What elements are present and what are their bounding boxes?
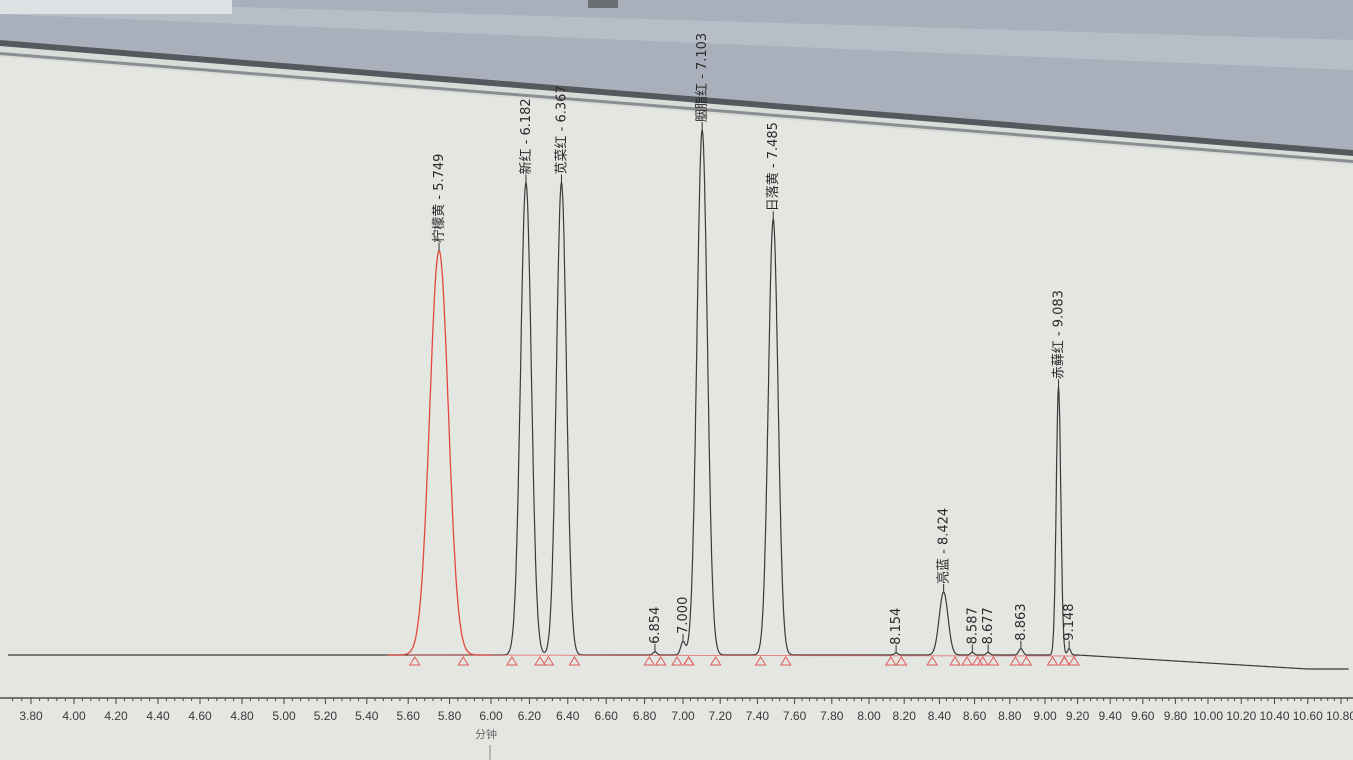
peak-label: 柠檬黄 - 5.749 <box>432 154 447 243</box>
integration-marker <box>682 656 695 666</box>
x-tick-label: 5.60 <box>397 709 421 723</box>
x-tick-label: 7.40 <box>746 709 770 723</box>
x-tick-label: 10.40 <box>1259 709 1289 723</box>
integration-marker <box>1020 656 1033 666</box>
peak-label: 赤藓红 - 9.083 <box>1051 290 1067 379</box>
peak-label: 8.587 <box>965 607 980 644</box>
frame-border-inner <box>0 52 1353 163</box>
x-tick-label: 4.60 <box>188 709 212 723</box>
x-tick-label: 9.60 <box>1131 709 1155 723</box>
peak-label: 9.148 <box>1062 603 1077 640</box>
x-tick-label: 3.80 <box>19 709 43 723</box>
x-tick-label: 7.20 <box>709 709 733 723</box>
peak-label: 新红 - 6.182 <box>518 98 534 174</box>
integration-marker <box>542 656 555 666</box>
integration-marker <box>534 656 546 666</box>
integration-marker <box>671 656 683 666</box>
x-tick-label: 10.80 <box>1326 709 1353 723</box>
x-tick-label: 5.40 <box>355 709 379 723</box>
x-tick-label: 7.00 <box>671 709 695 723</box>
integration-marks <box>408 654 1080 666</box>
integration-marker <box>884 656 897 666</box>
x-tick-label: 10.20 <box>1226 709 1256 723</box>
x-tick-label: 9.00 <box>1033 709 1057 723</box>
x-tick-label: 8.00 <box>857 709 881 723</box>
x-tick-label: 9.40 <box>1099 709 1123 723</box>
x-tick-label: 4.00 <box>62 709 86 723</box>
integration-baseline <box>408 654 1078 657</box>
peak-label: 胭脂红 - 7.103 <box>694 33 710 122</box>
x-tick-label: 6.80 <box>633 709 657 723</box>
integration-marker <box>1058 656 1071 666</box>
x-tick-label: 9.20 <box>1066 709 1090 723</box>
integration-marker <box>779 656 792 666</box>
x-tick-label: 6.00 <box>479 709 503 723</box>
x-tick-label: 8.80 <box>998 709 1022 723</box>
x-tick-label: 5.80 <box>438 709 462 723</box>
integration-marker <box>961 656 973 666</box>
peak-label: 8.677 <box>981 607 996 644</box>
peak-label: 亮蓝 - 8.424 <box>936 508 952 584</box>
x-tick-label: 4.20 <box>104 709 128 723</box>
integration-marker <box>709 656 722 666</box>
x-axis: 3.80 4.00 4.20 4.40 4.60 4.80 5.00 5.20 5.40 5.60… <box>0 697 1353 723</box>
integration-marker <box>1068 656 1080 666</box>
peak-label: 苋菜红 - 6.367 <box>553 85 569 174</box>
integration-marker <box>654 656 667 666</box>
toolbar-button[interactable] <box>588 0 618 8</box>
x-tick-label: 6.60 <box>595 709 619 723</box>
integration-marker <box>506 656 518 666</box>
integration-marker <box>754 656 767 666</box>
x-tick-label: 9.80 <box>1164 709 1188 723</box>
toolbar-highlight <box>0 0 1353 70</box>
integration-marker <box>643 656 656 666</box>
peak-label: 8.863 <box>1014 603 1029 640</box>
integration-marker <box>408 656 421 666</box>
integration-marker <box>1009 656 1022 666</box>
integration-marker <box>895 656 908 666</box>
x-tick-label: 5.20 <box>314 709 338 723</box>
peak-labels: 柠檬黄 - 5.749 新红 - 6.182 苋菜红 - 6.367 6.854 7.0… <box>432 33 1077 653</box>
x-tick-label: 4.40 <box>146 709 170 723</box>
peak-label: 6.854 <box>648 607 663 644</box>
toolbar-panel <box>0 0 232 14</box>
peak-label: 日落黄 - 7.485 <box>766 122 781 211</box>
integration-marker <box>976 656 989 666</box>
x-tick-label: 8.20 <box>893 709 917 723</box>
peak-label: 7.000 <box>676 597 691 634</box>
peak-label: 8.154 <box>889 608 904 645</box>
x-tick-label: 8.40 <box>928 709 952 723</box>
x-tick-label: 4.80 <box>230 709 254 723</box>
x-tick-label: 7.60 <box>783 709 807 723</box>
frame-border <box>0 40 1353 156</box>
integration-marker <box>926 656 939 666</box>
x-tick-label: 7.80 <box>820 709 844 723</box>
x-tick-label: 5.00 <box>272 709 296 723</box>
plot-background <box>0 57 1353 760</box>
integration-marker <box>949 656 961 666</box>
x-tick-label: 10.60 <box>1293 709 1323 723</box>
integration-marker <box>1046 656 1059 666</box>
integration-marker <box>457 656 470 666</box>
x-tick-label: 6.20 <box>518 709 542 723</box>
x-axis-title: 分钟 <box>475 727 497 741</box>
integration-marker <box>568 656 581 666</box>
integration-marker <box>987 656 1000 666</box>
x-tick-label: 10.00 <box>1193 709 1223 723</box>
x-tick-label: 8.60 <box>963 709 987 723</box>
x-tick-label: 6.40 <box>556 709 580 723</box>
